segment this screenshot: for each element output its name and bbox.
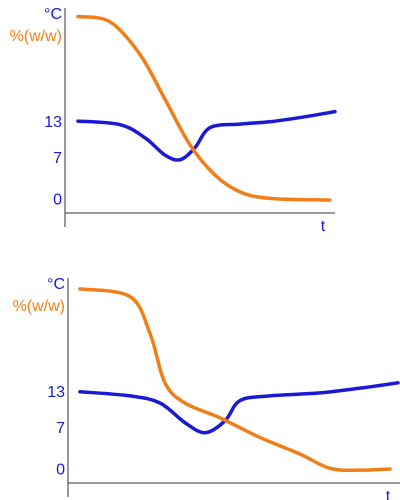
series-label: °C [44,6,62,23]
line [78,381,400,435]
line [76,14,332,202]
line [78,287,392,472]
line [76,109,337,162]
y-tick-label: 7 [53,150,62,167]
x-axis-label: t [386,488,391,500]
y-tick-label: 0 [53,191,62,208]
y-tick-label: 13 [47,384,65,401]
series-label: %(w/w) [13,298,65,315]
y-tick-label: 7 [56,420,65,437]
y-tick-label: 13 [44,114,62,131]
series-label: °C [47,276,65,293]
series-label: %(w/w) [10,28,62,45]
x-axis-label: t [321,218,326,235]
y-tick-label: 0 [56,461,65,478]
